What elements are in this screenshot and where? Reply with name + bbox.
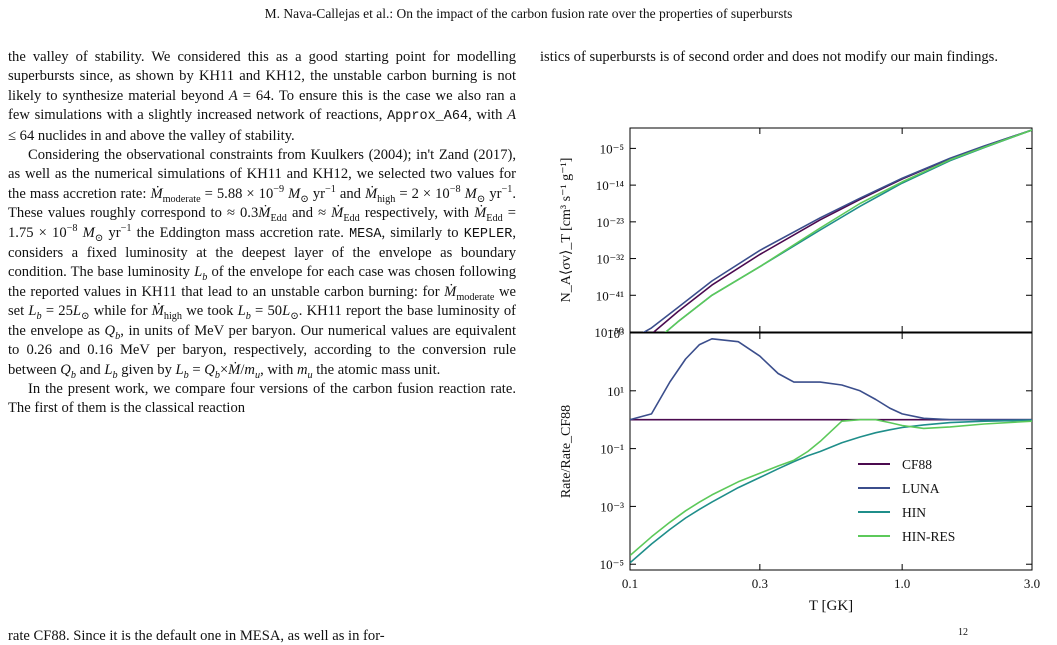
bottom-series-hin (630, 419, 1032, 564)
bottom-series-hin-res (630, 418, 1032, 557)
legend-label-hin: HIN (902, 505, 926, 520)
bottom-series-luna (630, 338, 1032, 421)
top-ytick-label: 10⁻⁴¹ (596, 288, 624, 303)
bottom-ytick-label: 10⁻⁵ (600, 557, 624, 572)
paragraph-network: the valley of stability. We considered t… (8, 49, 517, 144)
top-series-cf88 (652, 129, 1032, 332)
top-series-hin (664, 129, 1032, 332)
top-y-axis-label: N_A⟨σv⟩_T [cm³ s⁻¹ g⁻¹] (559, 158, 574, 303)
top-ytick-label: 10⁻¹⁴ (596, 178, 625, 193)
xtick-label: 0.1 (622, 576, 638, 591)
bottom-ytick-label: 10⁻³ (600, 499, 624, 514)
figure-rates: 10⁻⁵ 10⁻¹⁴ 10⁻²³ 10⁻³² 10⁻⁴¹ 10⁻⁵⁰ 10³ 10¹ 10⁻¹ 1… (540, 115, 1057, 638)
top-series-luna (642, 129, 1032, 332)
top-ytick-label: 10⁻³² (596, 252, 624, 267)
bottom-ytick-label: 10³ (607, 326, 624, 341)
cut-off-line: rate CF88. Since it is the default one i… (8, 628, 385, 644)
xtick-label: 0.3 (752, 576, 768, 591)
xtick-label: 3.0 (1024, 576, 1040, 591)
legend-label-cf88: CF88 (902, 457, 932, 472)
bottom-y-axis-label: Rate/Rate_CF88 (559, 405, 574, 498)
x-axis-label: T [GK] (809, 598, 853, 614)
code-approx-a64: Approx_A64 (387, 109, 469, 125)
left-column: the valley of stability. We considered t… (8, 48, 516, 419)
paragraph-rates: In the present work, we compare four ver… (8, 380, 516, 417)
top-panel-frame (629, 127, 1033, 333)
top-series-hin-res (664, 129, 1032, 332)
running-header: M. Nava-Callejas et al.: On the impact o… (264, 6, 793, 21)
top-ytick-label: 10⁻⁵⁰ (594, 325, 624, 340)
top-ytick-label: 10⁻⁵ (600, 141, 624, 156)
bottom-ytick-label: 10¹ (607, 384, 624, 399)
legend-label-luna: LUNA (902, 481, 940, 496)
legend-label-hin-res: HIN-RES (902, 529, 955, 544)
top-ytick-label: 10⁻²³ (596, 215, 624, 230)
bottom-panel-frame (629, 332, 1033, 571)
paragraph-accretion: Considering the observational constraint… (8, 147, 517, 381)
bottom-ytick-label: 10⁻¹ (600, 442, 624, 457)
xtick-label: 1.0 (894, 576, 910, 591)
caption-fragment: 12 (958, 627, 968, 638)
right-column-text: istics of superbursts is of second order… (540, 49, 999, 65)
